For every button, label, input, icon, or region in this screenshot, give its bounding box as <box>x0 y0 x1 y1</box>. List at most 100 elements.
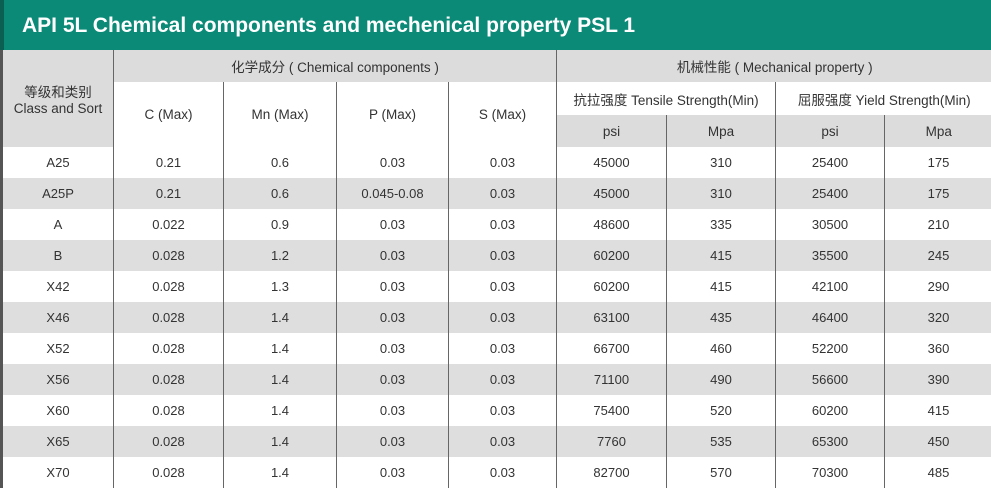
table-row: A 0.022 0.9 0.03 0.03 48600 335 30500 210 <box>0 209 991 240</box>
cell-mn-max: 1.4 <box>223 457 337 488</box>
cell-c-max: 0.028 <box>113 240 224 271</box>
cell-c-max: 0.028 <box>113 426 224 457</box>
cell-tensile-mpa: 570 <box>666 457 776 488</box>
class-header-en: Class and Sort <box>13 101 103 116</box>
class-header: 等级和类别 Class and Sort <box>0 50 114 147</box>
cell-tensile-mpa: 415 <box>666 271 776 302</box>
cell-c-max: 0.022 <box>113 209 224 240</box>
cell-s-max: 0.03 <box>448 426 557 457</box>
cell-tensile-psi: 63100 <box>556 302 667 333</box>
cell-c-max: 0.028 <box>113 395 224 426</box>
cell-s-max: 0.03 <box>448 178 557 209</box>
cell-c-max: 0.028 <box>113 457 224 488</box>
mechanical-header: 机械性能 ( Mechanical property ) <box>556 50 991 82</box>
cell-s-max: 0.03 <box>448 395 557 426</box>
cell-yield-psi: 35500 <box>775 240 885 271</box>
table-row: X46 0.028 1.4 0.03 0.03 63100 435 46400 320 <box>0 302 991 333</box>
cell-yield-mpa: 415 <box>884 395 991 426</box>
cell-grade: X46 <box>0 302 114 333</box>
cell-yield-psi: 56600 <box>775 364 885 395</box>
yield-psi-header: psi <box>775 115 885 147</box>
cell-mn-max: 1.3 <box>223 271 337 302</box>
tensile-header: 抗拉强度 Tensile Strength(Min) <box>556 82 776 115</box>
cell-yield-psi: 65300 <box>775 426 885 457</box>
class-header-cn: 等级和类别 <box>24 85 92 100</box>
cell-c-max: 0.21 <box>113 147 224 178</box>
s-header: S (Max) <box>448 82 557 147</box>
table-row: X52 0.028 1.4 0.03 0.03 66700 460 52200 360 <box>0 333 991 364</box>
cell-yield-mpa: 320 <box>884 302 991 333</box>
cell-yield-mpa: 450 <box>884 426 991 457</box>
cell-yield-psi: 52200 <box>775 333 885 364</box>
cell-yield-mpa: 360 <box>884 333 991 364</box>
cell-tensile-mpa: 535 <box>666 426 776 457</box>
cell-tensile-psi: 45000 <box>556 147 667 178</box>
cell-grade: X42 <box>0 271 114 302</box>
cell-yield-psi: 60200 <box>775 395 885 426</box>
cell-yield-mpa: 485 <box>884 457 991 488</box>
tensile-mpa-header: Mpa <box>666 115 776 147</box>
cell-s-max: 0.03 <box>448 333 557 364</box>
cell-tensile-psi: 48600 <box>556 209 667 240</box>
cell-mn-max: 1.4 <box>223 333 337 364</box>
cell-yield-mpa: 390 <box>884 364 991 395</box>
cell-s-max: 0.03 <box>448 147 557 178</box>
table-row: B 0.028 1.2 0.03 0.03 60200 415 35500 245 <box>0 240 991 271</box>
cell-p-max: 0.03 <box>336 147 449 178</box>
cell-yield-psi: 70300 <box>775 457 885 488</box>
cell-mn-max: 0.6 <box>223 178 337 209</box>
cell-s-max: 0.03 <box>448 302 557 333</box>
cell-p-max: 0.03 <box>336 426 449 457</box>
cell-grade: X52 <box>0 333 114 364</box>
cell-p-max: 0.03 <box>336 395 449 426</box>
cell-yield-mpa: 175 <box>884 178 991 209</box>
cell-mn-max: 0.6 <box>223 147 337 178</box>
cell-yield-mpa: 290 <box>884 271 991 302</box>
cell-mn-max: 1.4 <box>223 364 337 395</box>
cell-yield-mpa: 175 <box>884 147 991 178</box>
cell-tensile-mpa: 335 <box>666 209 776 240</box>
cell-grade: X60 <box>0 395 114 426</box>
p-header: P (Max) <box>336 82 449 147</box>
cell-c-max: 0.21 <box>113 178 224 209</box>
spec-table: 等级和类别 Class and Sort 化学成分 ( Chemical com… <box>0 50 991 488</box>
cell-tensile-mpa: 310 <box>666 178 776 209</box>
cell-p-max: 0.03 <box>336 364 449 395</box>
cell-c-max: 0.028 <box>113 364 224 395</box>
cell-c-max: 0.028 <box>113 302 224 333</box>
cell-yield-mpa: 210 <box>884 209 991 240</box>
cell-yield-psi: 25400 <box>775 147 885 178</box>
c-header: C (Max) <box>113 82 224 147</box>
table-body: A25 0.21 0.6 0.03 0.03 45000 310 25400 175 A25P 0.… <box>0 147 991 488</box>
cell-s-max: 0.03 <box>448 240 557 271</box>
cell-tensile-mpa: 460 <box>666 333 776 364</box>
cell-p-max: 0.045-0.08 <box>336 178 449 209</box>
cell-mn-max: 0.9 <box>223 209 337 240</box>
cell-tensile-psi: 45000 <box>556 178 667 209</box>
table-title: API 5L Chemical components and mechenica… <box>0 0 991 50</box>
cell-tensile-psi: 66700 <box>556 333 667 364</box>
cell-p-max: 0.03 <box>336 240 449 271</box>
cell-p-max: 0.03 <box>336 209 449 240</box>
cell-yield-psi: 30500 <box>775 209 885 240</box>
cell-mn-max: 1.4 <box>223 302 337 333</box>
table-row: A25P 0.21 0.6 0.045-0.08 0.03 45000 310 25400 17… <box>0 178 991 209</box>
cell-yield-mpa: 245 <box>884 240 991 271</box>
table-row: A25 0.21 0.6 0.03 0.03 45000 310 25400 175 <box>0 147 991 178</box>
chemical-header: 化学成分 ( Chemical components ) <box>113 50 557 82</box>
cell-tensile-mpa: 490 <box>666 364 776 395</box>
cell-yield-psi: 46400 <box>775 302 885 333</box>
cell-tensile-mpa: 435 <box>666 302 776 333</box>
table-row: X60 0.028 1.4 0.03 0.03 75400 520 60200 415 <box>0 395 991 426</box>
table-row: X42 0.028 1.3 0.03 0.03 60200 415 42100 290 <box>0 271 991 302</box>
cell-yield-psi: 42100 <box>775 271 885 302</box>
cell-mn-max: 1.2 <box>223 240 337 271</box>
yield-header: 屈服强度 Yield Strength(Min) <box>775 82 991 115</box>
cell-tensile-psi: 60200 <box>556 271 667 302</box>
cell-grade: X56 <box>0 364 114 395</box>
table-row: X56 0.028 1.4 0.03 0.03 71100 490 56600 390 <box>0 364 991 395</box>
cell-p-max: 0.03 <box>336 271 449 302</box>
cell-grade: X70 <box>0 457 114 488</box>
cell-grade: A25P <box>0 178 114 209</box>
cell-tensile-psi: 7760 <box>556 426 667 457</box>
